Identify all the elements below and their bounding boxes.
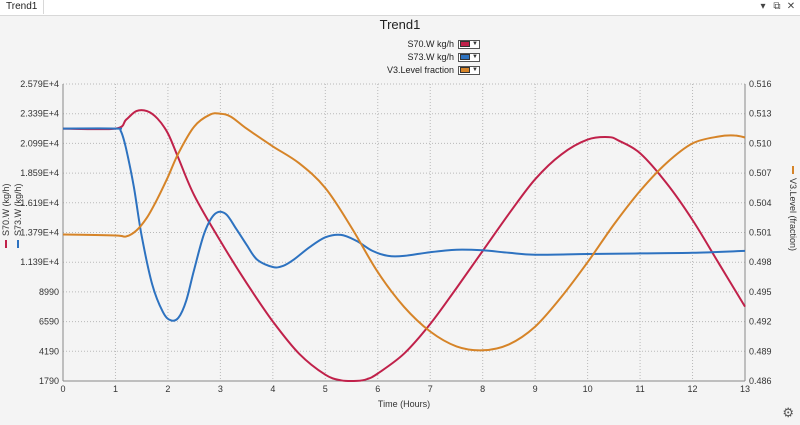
legend-color-picker[interactable]: ▼ [458,65,480,75]
y-left-axis-label-2-text: S73.W (kg/h) [13,183,23,236]
x-tick-label: 8 [480,384,485,394]
legend-color-swatch [460,41,470,47]
legend-entry: S70.W kg/h ▼ [320,38,480,50]
y-left-tick-label: 2.579E+4 [20,79,59,89]
x-tick-label: 13 [740,384,750,394]
y-left-axis-label-1-text: S70.W (kg/h) [1,183,11,236]
series-line-1 [62,109,746,383]
gear-icon[interactable]: ⚙ [782,405,794,420]
legend-color-picker[interactable]: ▼ [458,52,480,62]
legend-color-swatch [460,67,470,73]
y-right-tick-label: 0.507 [749,168,772,178]
y-right-tick-label: 0.510 [749,138,772,148]
x-tick-label: 9 [533,384,538,394]
y-right-tick-label: 0.498 [749,257,772,267]
chevron-down-icon: ▼ [472,67,478,73]
y-right-tick-label: 0.489 [749,346,772,356]
y-left-tick-label: 8990 [39,287,59,297]
y-right-tick-label: 0.513 [749,109,772,119]
x-tick-label: 5 [323,384,328,394]
legend-entry: S73.W kg/h ▼ [320,51,480,63]
y-right-tick-label: 0.492 [749,317,772,327]
y-right-tick-label: 0.495 [749,287,772,297]
series-line-2 [62,127,746,322]
restore-window-icon[interactable]: ⧉ [773,1,781,12]
legend-color-picker[interactable]: ▼ [458,39,480,49]
close-window-icon[interactable]: ✕ [786,1,796,12]
y-right-tick-label: 0.516 [749,79,772,89]
x-tick-label: 11 [635,384,644,394]
x-tick-label: 10 [583,384,593,394]
y-left-tick-label: 6590 [39,317,59,327]
y-left-tick-label: 1.139E+4 [20,257,59,267]
x-tick-label: 6 [375,384,380,394]
pin-dropdown-icon[interactable]: ▾ [760,1,766,12]
chevron-down-icon: ▼ [472,54,478,60]
y-right-axis-label: V3.Level (fraction) [788,166,798,251]
y-left-tick-label: 1790 [39,376,59,386]
legend-label: S70.W kg/h [407,39,454,49]
legend-label: S73.W kg/h [407,52,454,62]
chart-legend: S70.W kg/h ▼ S73.W kg/h ▼ V3.Level fraction ▼ [320,38,480,77]
window-titlebar: Trend1 ▾ ⧉ ✕ [0,0,800,16]
y-left-axis-label-1: S70.W (kg/h) [1,183,11,248]
x-axis-label: Time (Hours) [378,399,430,409]
legend-entry: V3.Level fraction ▼ [320,64,480,76]
x-tick-label: 0 [60,384,65,394]
x-tick-label: 12 [688,384,698,394]
x-tick-label: 4 [270,384,275,394]
y-left-tick-label: 2.099E+4 [20,138,59,148]
y-left-axis-label-2: S73.W (kg/h) [13,183,23,248]
y-left-tick-label: 1.379E+4 [20,228,59,238]
window-tab-title[interactable]: Trend1 [0,0,45,14]
y-right-tick-label: 0.501 [749,228,772,238]
y-left-tick-label: 4190 [39,346,59,356]
y-right-axis-label-text: V3.Level (fraction) [788,178,798,251]
legend-label: V3.Level fraction [386,65,454,75]
x-tick-label: 7 [428,384,433,394]
plot-area [63,84,745,381]
y-right-tick-label: 0.504 [749,198,772,208]
legend-color-swatch [460,54,470,60]
y-right-tick-label: 0.486 [749,376,772,386]
y-left-tick-label: 1.619E+4 [20,198,59,208]
x-tick-label: 2 [165,384,170,394]
y-left-tick-label: 1.859E+4 [20,168,59,178]
x-tick-label: 3 [218,384,223,394]
x-tick-label: 1 [113,384,118,394]
series-line-3 [62,112,746,352]
chart-title: Trend1 [379,17,421,32]
y-left-tick-label: 2.339E+4 [20,109,59,119]
chevron-down-icon: ▼ [472,41,478,47]
